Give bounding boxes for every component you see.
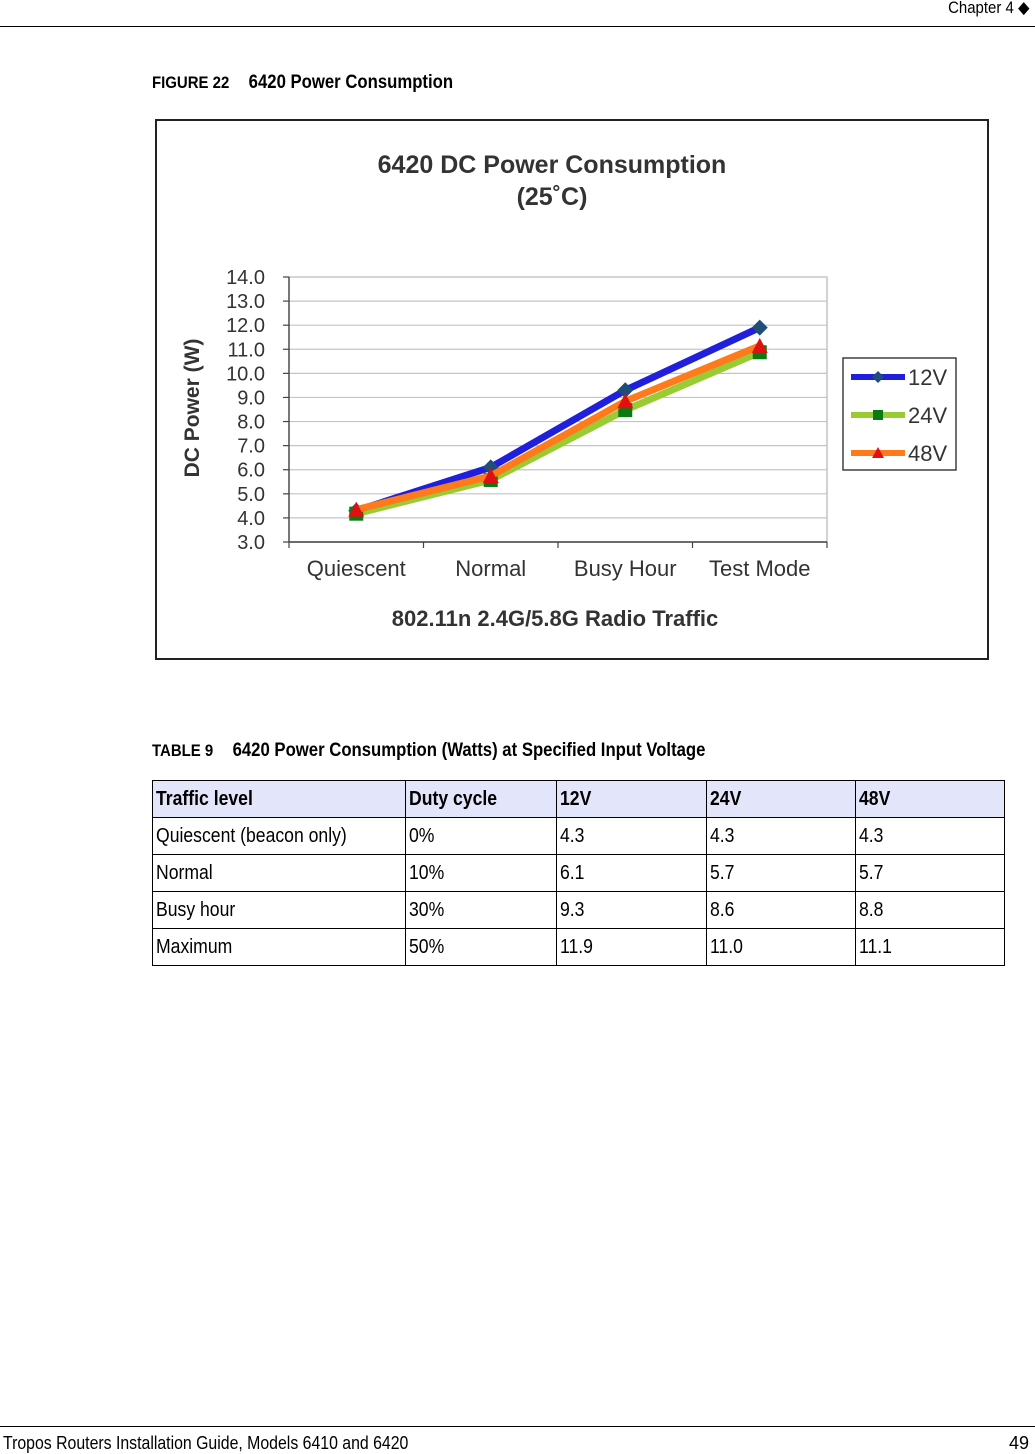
y-tick-label: 14.0 [226,267,265,289]
data-point-48v [617,393,634,409]
header-12v: 12V [555,780,707,818]
series-line-12v [352,324,764,515]
legend-marker [872,447,884,458]
table-cell: 5.7 [705,854,857,892]
y-tick-label: 6.0 [237,460,265,482]
y-tick-label: 10.0 [226,363,265,385]
table-cell: 11.1 [855,928,1005,966]
chart-x-axis-label: 802.11n 2.4G/5.8G Radio Traffic [392,606,719,631]
table-row: Maximum 50% 11.9 11.0 11.1 [152,928,1005,966]
legend-marker [872,371,884,383]
table-cell: Maximum [152,928,406,966]
table-header-row: Traffic level Duty cycle 12V 24V 48V [152,780,1005,818]
y-tick-label: 3.0 [237,532,265,554]
x-tick-label: Test Mode [709,556,811,581]
y-tick-label: 7.0 [237,436,265,458]
chart-subtitle: (25˚C) [517,183,588,211]
table-cell: 4.3 [855,817,1005,855]
chapter-header: Chapter 4 ◆ [947,0,1029,17]
header-48v: 48V [855,780,1005,818]
y-tick-label: 13.0 [226,291,265,313]
table-cell: 0% [404,817,557,855]
table-row: Quiescent (beacon only) 0% 4.3 4.3 4.3 [152,817,1005,855]
table-cell: 6.1 [555,854,707,892]
table-label: TABLE 9 [152,741,214,760]
table-cell: Normal [152,854,406,892]
y-tick-label: 4.0 [237,508,265,530]
footer-rule [0,1426,1035,1427]
table-caption: TABLE 9 6420 Power Consumption (Watts) at… [152,740,705,762]
table-cell: 10% [404,854,557,892]
data-point-48v [348,501,365,517]
table-cell: 8.8 [855,891,1005,929]
y-tick-label: 5.0 [237,484,265,506]
plot-area [288,276,828,543]
y-tick-label: 9.0 [237,387,265,409]
table-cell: 11.0 [705,928,857,966]
legend-label: 12V [908,365,947,390]
table-cell: 9.3 [555,891,707,929]
data-point-12v [751,319,768,336]
figure-caption: FIGURE 22 6420 Power Consumption [152,72,453,94]
figure-title: 6420 Power Consumption [248,72,454,93]
table-cell: 4.3 [555,817,707,855]
legend-label: 24V [908,403,947,428]
y-tick-label: 11.0 [228,339,265,361]
x-tick-label: Busy Hour [574,556,677,581]
chart-y-axis-label: DC Power (W) [181,339,204,478]
data-point-48v [482,467,499,483]
x-tick-label: Normal [455,556,526,581]
series-line-24v [352,348,764,518]
series-line-48v [352,342,764,514]
table-cell: 30% [404,891,557,929]
table-row: Busy hour 30% 9.3 8.6 8.8 [152,891,1005,929]
table-title: 6420 Power Consumption (Watts) at Specif… [232,740,706,761]
legend-marker [873,410,883,420]
y-tick-label: 8.0 [237,412,265,434]
data-point-48v [751,337,768,353]
x-tick-label: Quiescent [307,556,406,581]
chart-title: 6420 DC Power Consumption [378,151,727,179]
table-cell: 8.6 [705,891,857,929]
header-duty-cycle: Duty cycle [404,780,557,818]
table-cell: 11.9 [555,928,707,966]
table-cell: Quiescent (beacon only) [152,817,406,855]
power-table: Traffic level Duty cycle 12V 24V 48V Qui… [152,780,1005,966]
y-tick-label: 12.0 [226,315,265,337]
legend-label: 48V [908,441,947,466]
table-cell: 5.7 [855,854,1005,892]
table-cell: 50% [404,928,557,966]
header-24v: 24V [705,780,857,818]
data-point-12v [617,382,634,399]
figure-label: FIGURE 22 [152,73,230,92]
footer-title: Tropos Routers Installation Guide, Model… [3,1433,409,1453]
power-consumption-chart: 6420 DC Power Consumption (25˚C) DC Powe… [181,151,957,631]
table-cell: 4.3 [705,817,857,855]
chart-figure: 6420 DC Power Consumption (25˚C) DC Powe… [155,119,989,660]
table-row: Normal 10% 6.1 5.7 5.7 [152,854,1005,892]
page-number: 49 [1008,1433,1029,1453]
header-rule [0,26,1035,27]
header-traffic-level: Traffic level [152,780,406,818]
table-cell: Busy hour [152,891,406,929]
